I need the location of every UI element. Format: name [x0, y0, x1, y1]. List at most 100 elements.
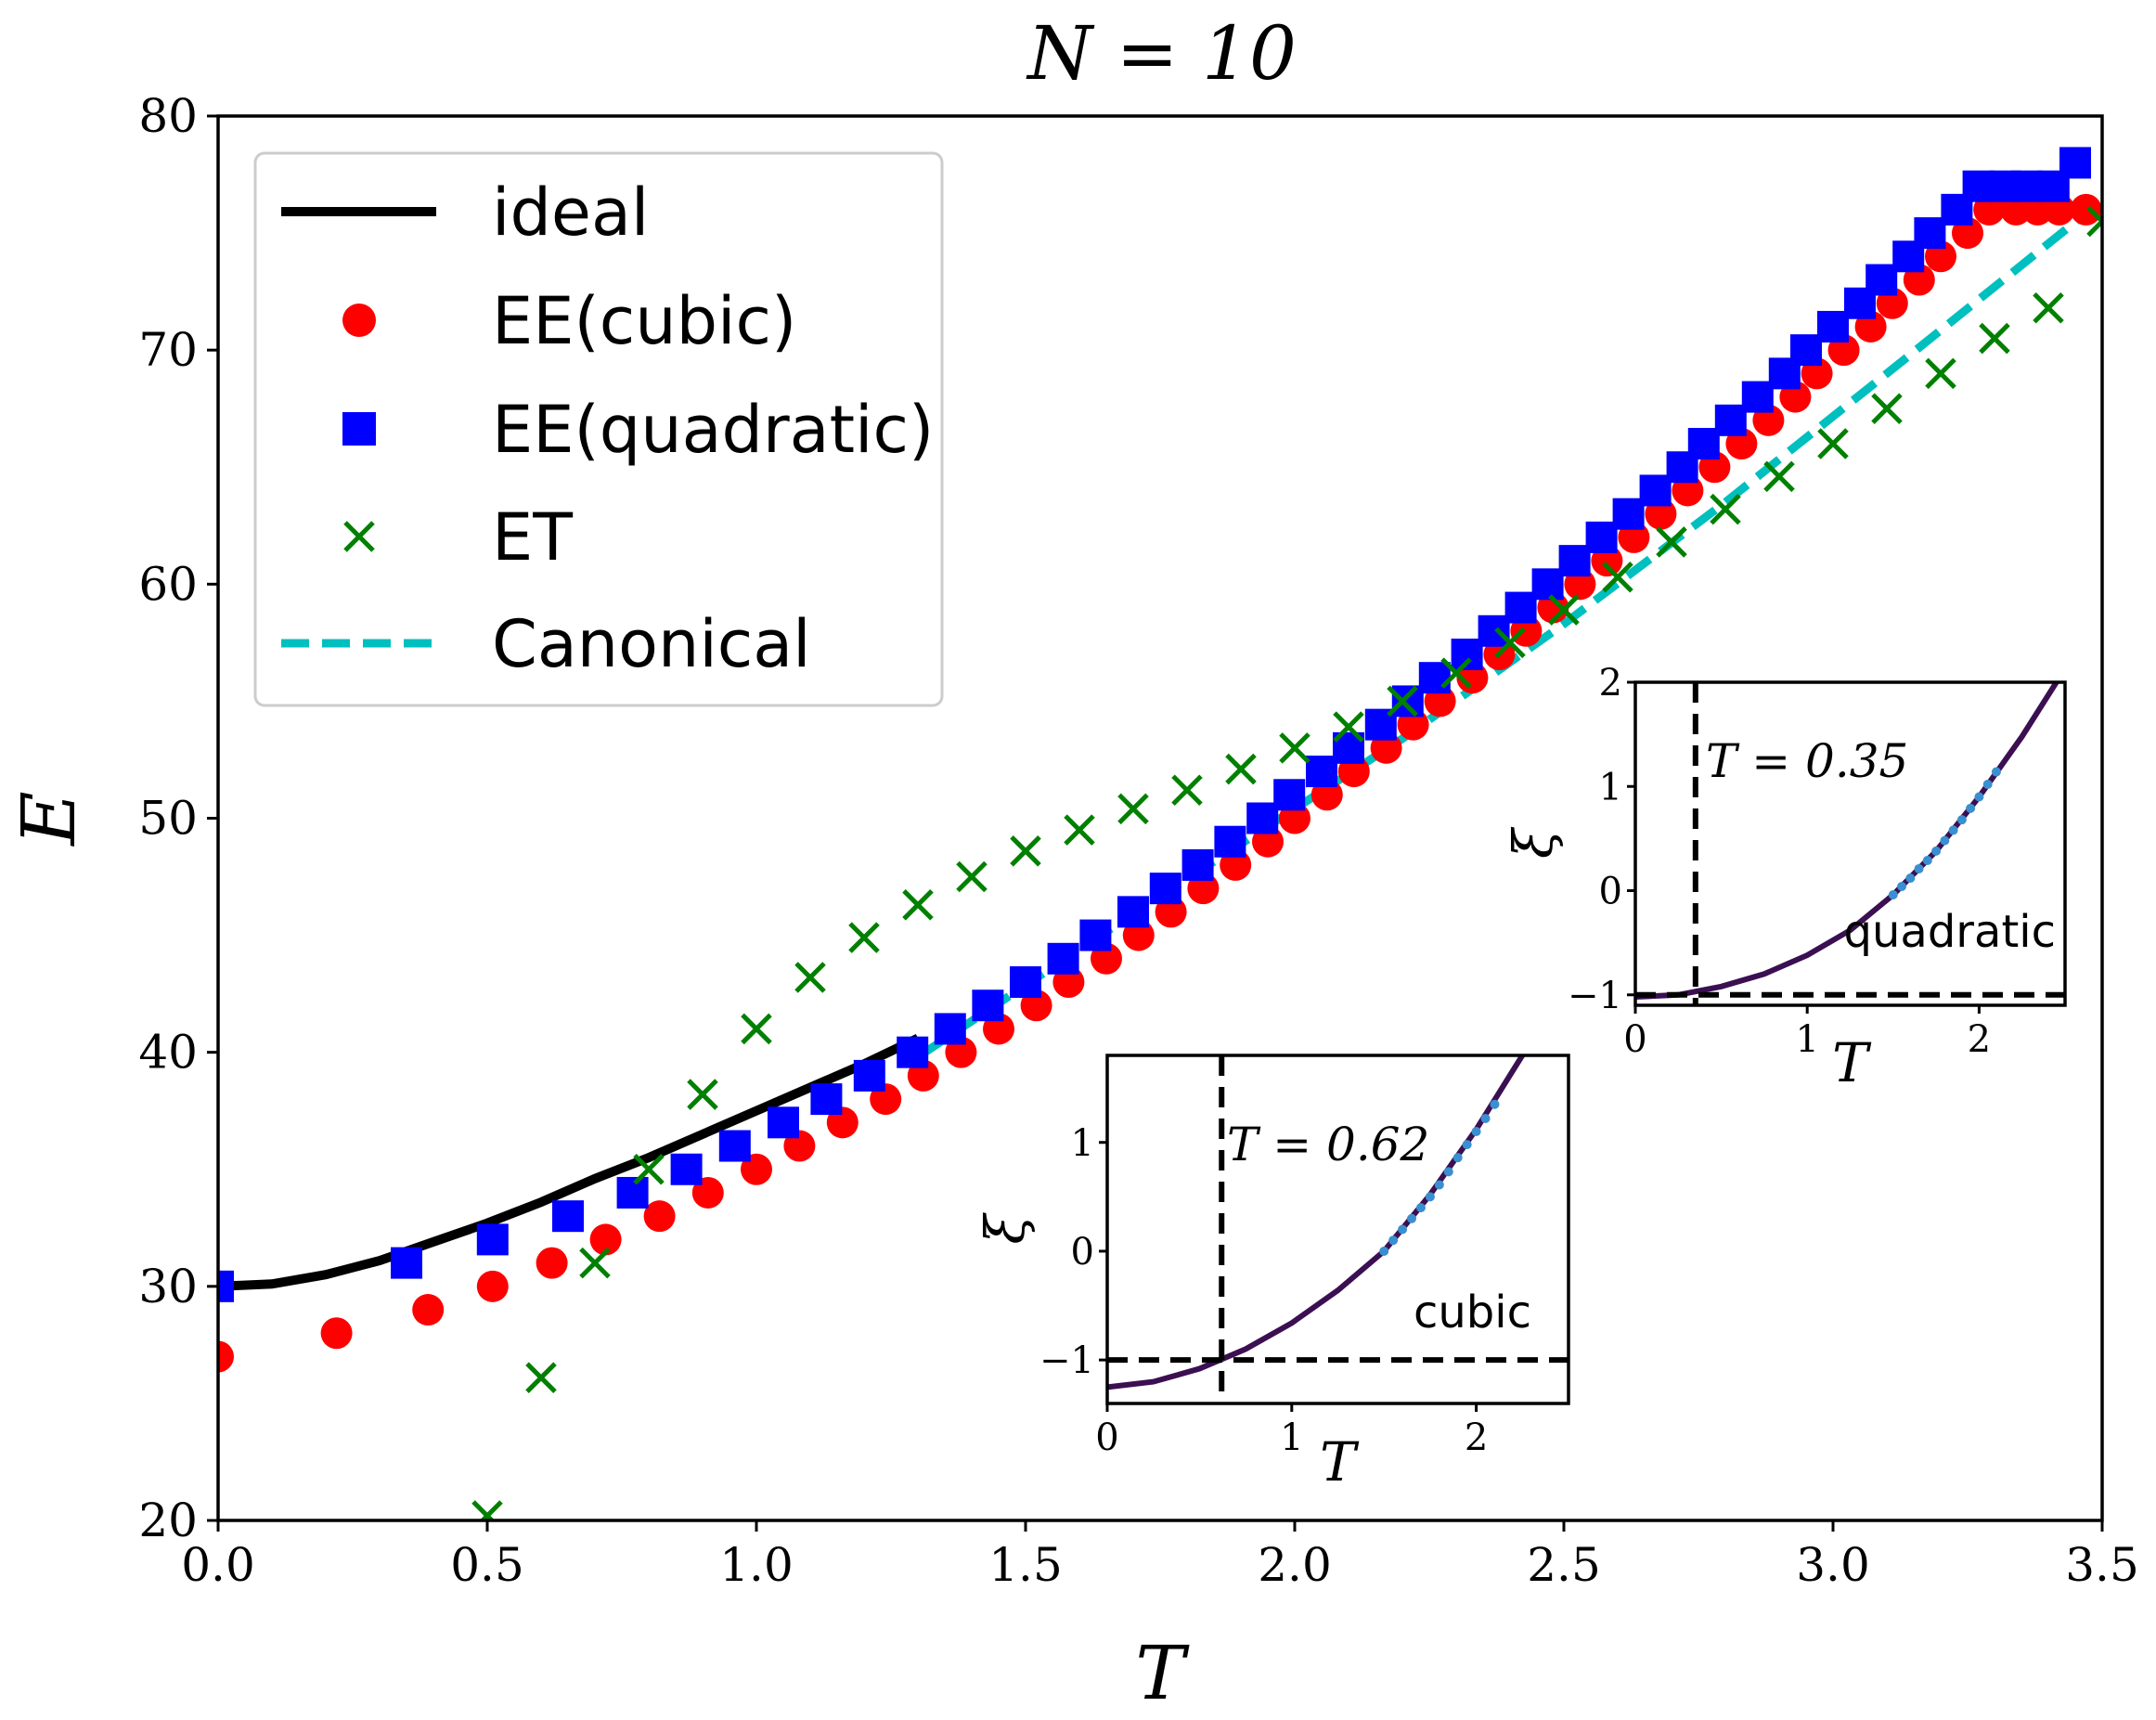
series-line-ideal	[218, 1033, 921, 1291]
ee-quadratic-point	[476, 1223, 509, 1256]
ee-quadratic-point	[670, 1153, 703, 1185]
inset-sample-point	[1948, 825, 1958, 835]
legend-swatch-et	[343, 521, 375, 552]
inset-y-tick-label: −1	[1568, 975, 1622, 1017]
et-point	[2086, 205, 2102, 238]
ee-quadratic-point	[1149, 873, 1181, 905]
inset-sample-point	[1922, 855, 1932, 865]
inset-x-tick-label: 1	[1280, 1416, 1303, 1459]
inset-x-tick-label: 2	[1465, 1416, 1488, 1459]
ee-quadratic-point	[1962, 170, 1995, 202]
et-point	[1656, 526, 1687, 558]
inset-x-axis-label: T	[1832, 1031, 1872, 1094]
ee-quadratic-point	[616, 1176, 649, 1209]
et-point	[1064, 814, 1095, 846]
legend-swatch-quadratic	[342, 412, 376, 446]
inset-y-tick-label: −1	[1039, 1339, 1094, 1382]
inset-sample-point	[1415, 1203, 1426, 1213]
x-tick-label: 1.0	[719, 1538, 794, 1592]
inset-y-tick-label: 0	[1599, 871, 1622, 913]
ee-quadratic-point	[1478, 614, 1510, 647]
inset-y-tick-label: 1	[1599, 766, 1622, 808]
et-point	[902, 889, 934, 921]
inset-y-tick-label: 2	[1599, 662, 1622, 705]
ee-cubic-point	[218, 1340, 234, 1373]
inset-sample-point	[1490, 1099, 1500, 1109]
ee-quadratic-point	[1418, 662, 1451, 694]
ee-cubic-point	[589, 1223, 622, 1256]
et-point	[1979, 322, 2010, 355]
ee-quadratic-point	[2010, 170, 2043, 202]
ee-quadratic-point	[1010, 966, 1041, 999]
et-point	[1602, 562, 1633, 593]
inset-y-tick-label: 0	[1071, 1231, 1094, 1274]
ee-cubic-point	[476, 1270, 509, 1302]
inset-frame	[1105, 1054, 1570, 1405]
legend-label: ET	[492, 499, 573, 575]
ee-quadratic-point	[1531, 568, 1564, 601]
inset-x-tick-label: 0	[1623, 1018, 1646, 1061]
legend-label: ideal	[492, 175, 649, 251]
inset-annotation: T = 0.62	[1227, 1118, 1429, 1171]
et-point	[1010, 835, 1041, 867]
ee-quadratic-point	[1273, 779, 1306, 811]
inset-plot-data	[1107, 1055, 1569, 1403]
inset-sample-point	[1425, 1192, 1435, 1202]
et-point	[848, 922, 880, 953]
inset-sample-point	[1956, 815, 1967, 825]
x-tick-label: 3.5	[2065, 1538, 2139, 1592]
y-tick-label: 50	[138, 792, 198, 846]
ee-cubic-point	[643, 1200, 676, 1233]
et-point	[1548, 594, 1580, 626]
ee-quadratic-point	[1306, 756, 1337, 788]
x-tick-label: 2.0	[1258, 1538, 1332, 1592]
inset-frame	[1633, 680, 2067, 1007]
y-tick-label: 60	[138, 557, 198, 611]
ee-quadratic-point	[1639, 474, 1672, 507]
inset-y-tick-label: 1	[1071, 1122, 1094, 1165]
et-point	[1871, 393, 1903, 424]
inset-sample-point	[1471, 1127, 1481, 1137]
inset-sample-point	[1434, 1180, 1444, 1190]
ee-quadratic-point	[2059, 147, 2091, 179]
plot-data	[218, 147, 2102, 1520]
inset-y-axis-label: ξ	[1502, 826, 1565, 859]
et-point	[633, 1153, 665, 1185]
ee-quadratic-point	[1714, 404, 1747, 436]
ee-quadratic-point	[1047, 942, 1079, 975]
legend-label: Canonical	[492, 606, 811, 682]
ee-quadratic-point	[1585, 521, 1618, 553]
et-point	[1333, 711, 1364, 743]
ee-quadratic-point	[1181, 848, 1214, 881]
ee-quadratic-point	[1214, 825, 1246, 858]
inset-label: quadratic	[1844, 906, 2056, 958]
y-axis-label: E	[6, 791, 92, 847]
et-point	[1494, 627, 1526, 659]
inset-curve	[1107, 1055, 1525, 1390]
inset-y-axis-label: ξ	[974, 1211, 1037, 1244]
inset-annotation: T = 0.35	[1706, 734, 1908, 788]
ee-quadratic-point	[1246, 802, 1279, 834]
inset-sample-point	[1897, 882, 1907, 892]
ee-quadratic-point	[1391, 685, 1424, 718]
ee-quadratic-point	[897, 1036, 929, 1068]
et-point	[1817, 428, 1849, 459]
et-point	[1710, 493, 1741, 525]
ee-quadratic-point	[1914, 217, 1946, 250]
y-tick-label: 20	[138, 1494, 198, 1547]
ee-quadratic-point	[1079, 919, 1112, 951]
inset-x-axis-label: T	[1320, 1430, 1360, 1494]
ee-quadratic-point	[552, 1200, 584, 1233]
x-tick-label: 2.5	[1527, 1538, 1601, 1592]
ee-quadratic-point	[853, 1059, 885, 1092]
et-point	[1763, 460, 1795, 493]
inset-sample-point	[1407, 1213, 1417, 1223]
et-point	[1117, 793, 1149, 825]
inset-sample-point	[1443, 1167, 1453, 1177]
ee-quadratic-point	[1687, 428, 1720, 460]
ee-quadratic-point	[1558, 545, 1591, 577]
et-point	[579, 1247, 611, 1279]
et-point	[956, 860, 988, 893]
legend-label: EE(quadratic)	[492, 392, 934, 468]
